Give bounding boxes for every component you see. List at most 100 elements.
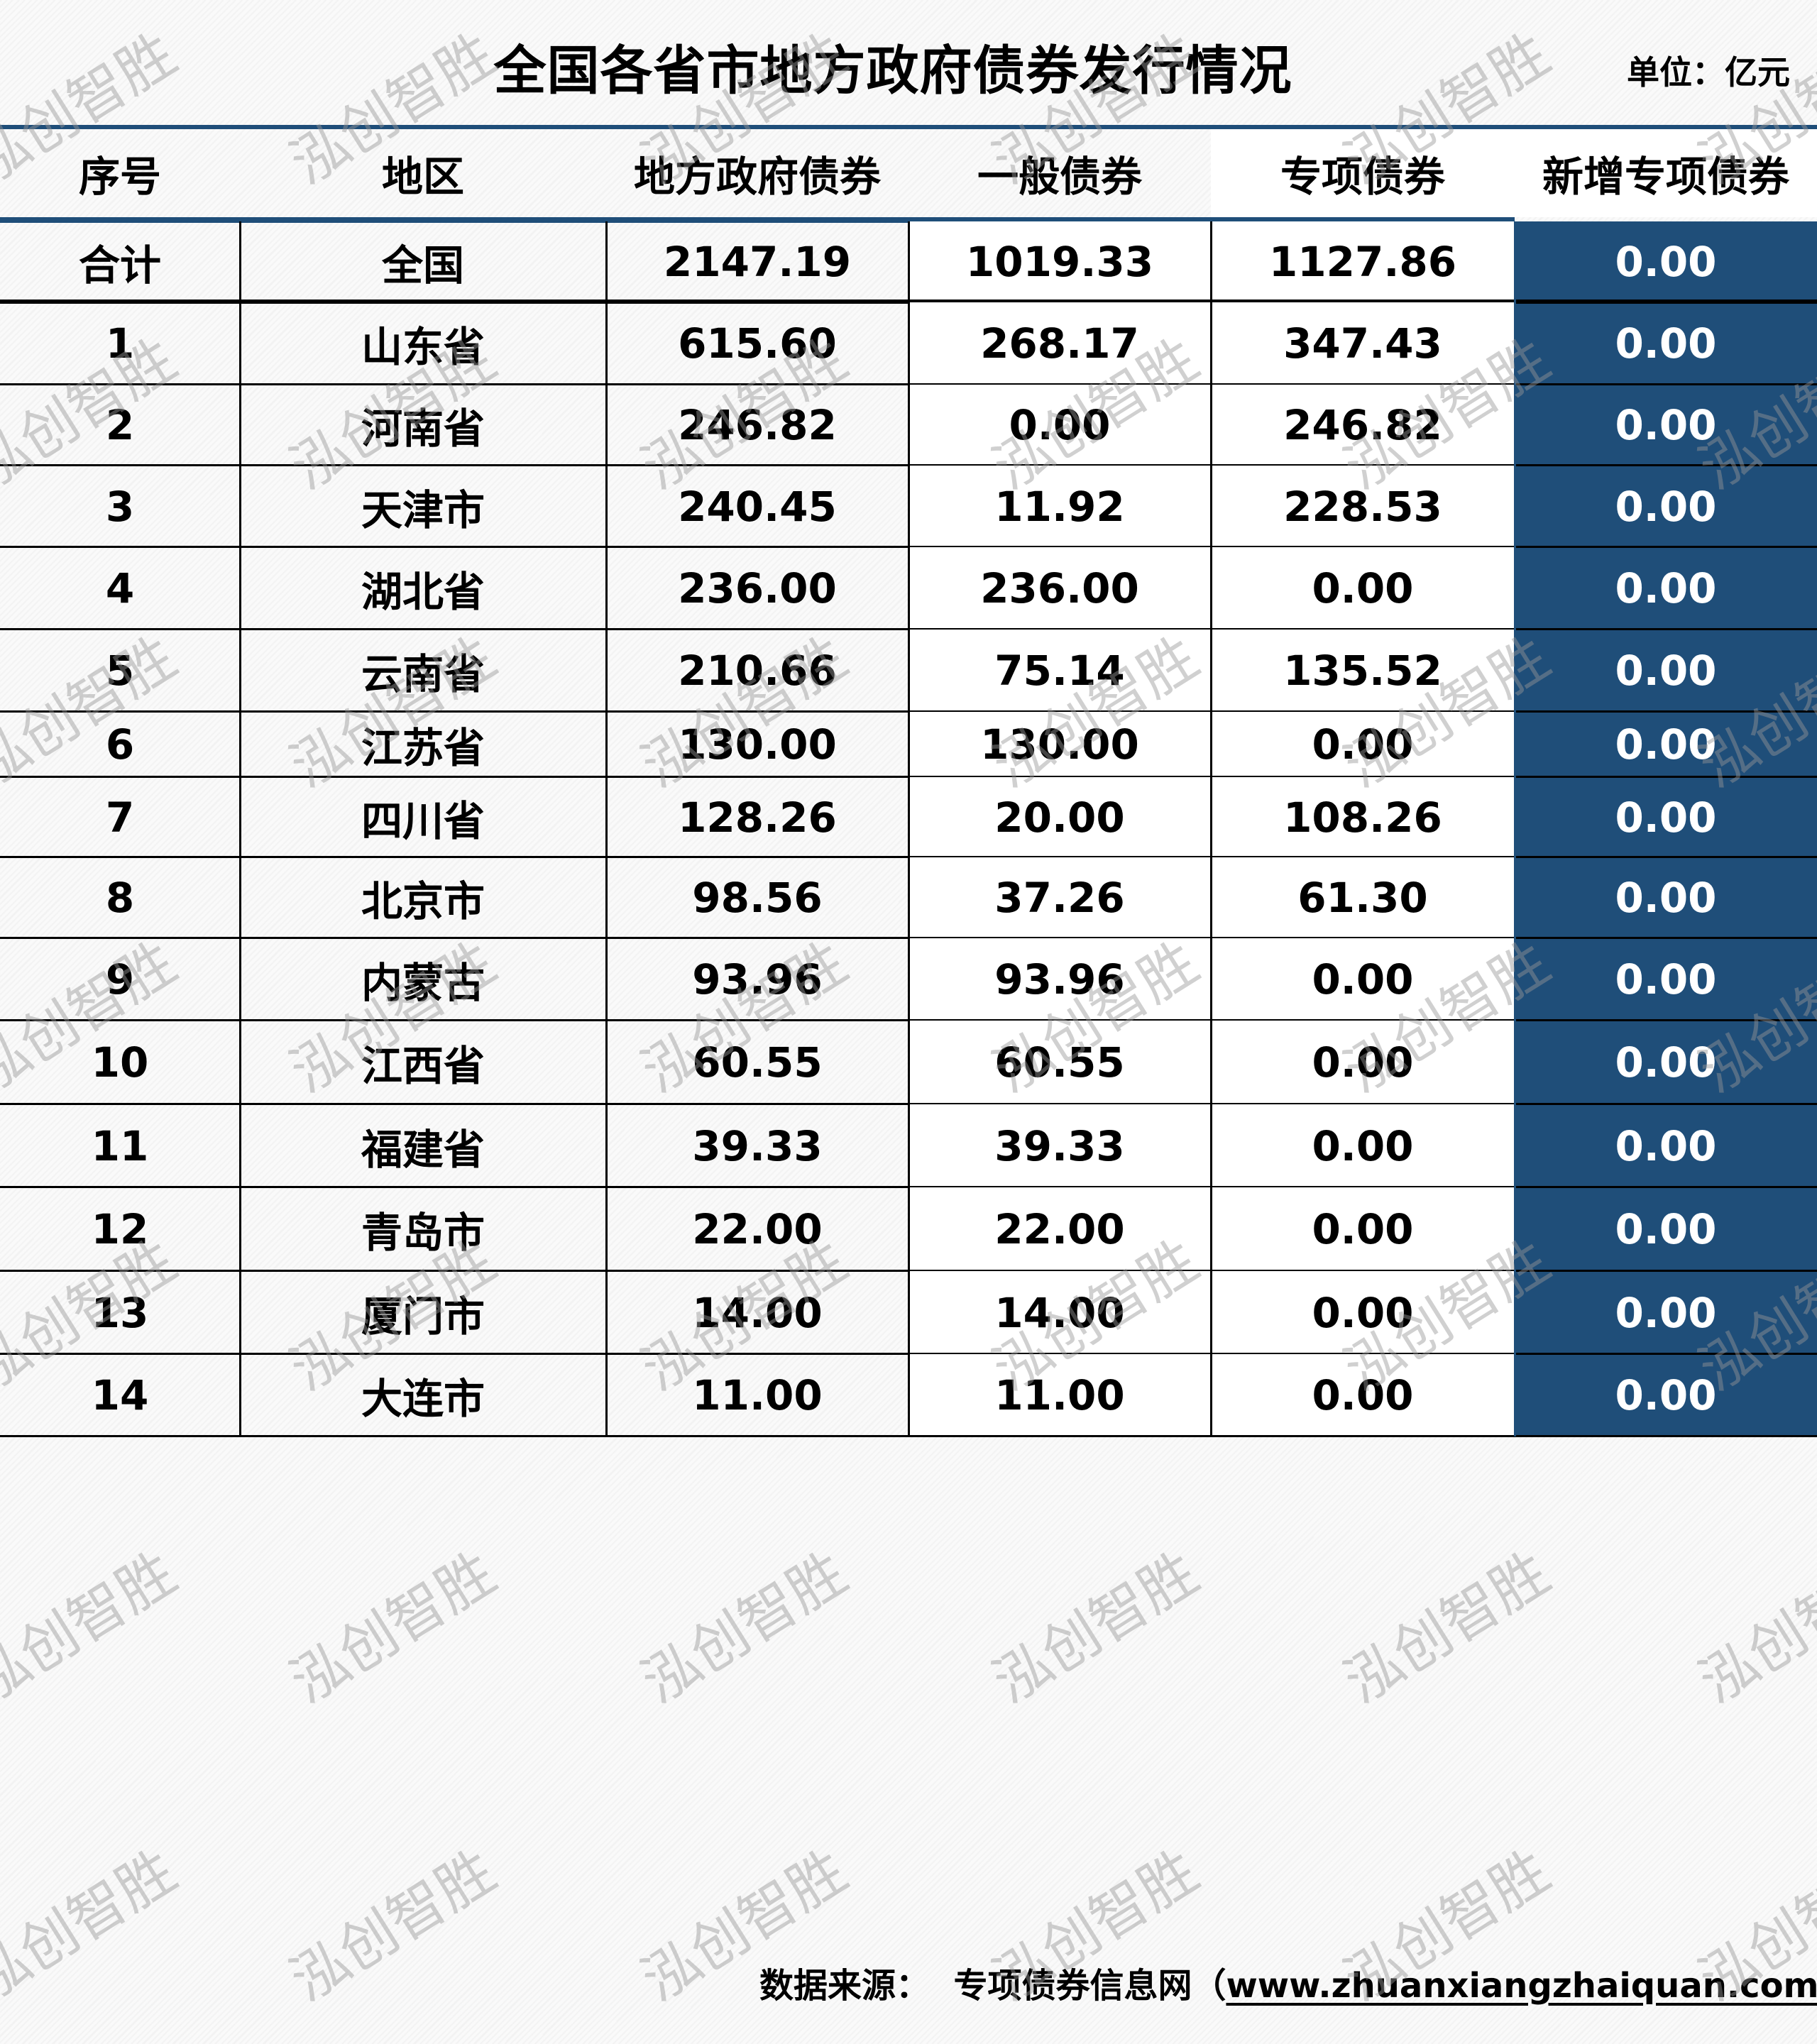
watermark-text: 泓创智胜: [1333, 1539, 1561, 1716]
row-region-cell: 福建省: [361, 1125, 485, 1174]
row-special-bonds-cell: 0.00: [1211, 1187, 1515, 1271]
row-new-special-bonds-cell: 0.00: [1615, 401, 1717, 449]
column-divider: [605, 221, 608, 1436]
header-top-rule: [0, 125, 1817, 129]
row-region-cell: 大连市: [361, 1375, 485, 1423]
row-local-gov-bonds-cell: 22.00: [692, 1205, 823, 1253]
row-local-gov-bonds-cell: 240.45: [678, 482, 837, 531]
row-local-gov-bonds-cell: 60.55: [692, 1038, 823, 1087]
row-index-cell: 12: [91, 1205, 149, 1253]
row-special-bonds-cell: 0.00: [1211, 1354, 1515, 1436]
watermark-text: 泓创智胜: [0, 1837, 187, 2014]
watermark-text: 泓创智胜: [1688, 1539, 1817, 1716]
watermark-text: 泓创智胜: [279, 1837, 507, 2014]
row-special-bonds-cell: 0.00: [1211, 1021, 1515, 1104]
row-index-cell: 2: [105, 401, 135, 449]
row-new-special-bonds-cell: 0.00: [1615, 1371, 1717, 1419]
row-index-cell: 6: [105, 720, 135, 769]
column-header-general-bonds: 一般债券: [977, 153, 1142, 201]
row-index-cell: 13: [91, 1288, 149, 1337]
row-index-cell: 1: [105, 319, 135, 368]
total-index-cell: 合计: [78, 241, 161, 290]
row-special-bonds-cell: 0.00: [1211, 938, 1515, 1021]
row-index-cell: 9: [105, 955, 135, 1004]
row-local-gov-bonds-cell: 11.00: [692, 1371, 823, 1419]
row-index-cell: 10: [91, 1038, 149, 1087]
row-general-bonds-cell: 11.92: [908, 466, 1211, 547]
row-index-cell: 8: [105, 874, 135, 922]
row-general-bonds-cell: 236.00: [908, 547, 1211, 630]
data-source: 数据来源： 专项债券信息网（www.zhuanxiangzhaiquan.com…: [759, 1957, 1817, 2007]
row-general-bonds-cell: 11.00: [908, 1354, 1211, 1436]
row-local-gov-bonds-cell: 615.60: [678, 319, 837, 368]
watermark-text: 泓创智胜: [0, 1539, 187, 1716]
page-title: 全国各省市地方政府债券发行情况: [493, 40, 1292, 101]
header-bottom-rule: [0, 217, 1515, 223]
column-divider: [908, 221, 910, 1436]
row-index-cell: 11: [91, 1121, 149, 1170]
source-label: 数据来源：: [759, 1966, 931, 2006]
row-region-cell: 四川省: [361, 796, 485, 845]
row-region-cell: 内蒙古: [361, 959, 485, 1007]
row-new-special-bonds-cell: 0.00: [1615, 564, 1717, 612]
row-special-bonds-cell: 61.30: [1211, 857, 1515, 938]
source-name: 专项债券信息网（: [953, 1966, 1226, 2006]
row-local-gov-bonds-cell: 130.00: [678, 720, 837, 769]
row-local-gov-bonds-cell: 246.82: [678, 401, 837, 449]
row-special-bonds-cell: 0.00: [1211, 1104, 1515, 1187]
column-header-new-special-bonds: 新增专项债券: [1515, 129, 1817, 217]
row-general-bonds-cell: 268.17: [908, 302, 1211, 385]
column-divider: [1514, 221, 1516, 1436]
column-divider: [1210, 221, 1212, 1436]
watermark-text: 泓创智胜: [279, 1539, 507, 1716]
row-new-special-bonds-cell: 0.00: [1615, 720, 1717, 769]
row-special-bonds-cell: 108.26: [1211, 777, 1515, 857]
row-new-special-bonds-cell: 0.00: [1615, 1121, 1717, 1170]
row-special-bonds-cell: 0.00: [1211, 547, 1515, 630]
row-region-cell: 江西省: [361, 1042, 485, 1090]
row-general-bonds-cell: 93.96: [908, 938, 1211, 1021]
row-new-special-bonds-cell: 0.00: [1615, 874, 1717, 922]
unit-label: 单位：亿元: [1627, 53, 1790, 92]
row-general-bonds-cell: 22.00: [908, 1187, 1211, 1271]
row-region-cell: 云南省: [361, 650, 485, 698]
row-general-bonds-cell: 60.55: [908, 1021, 1211, 1104]
row-new-special-bonds-cell: 0.00: [1615, 319, 1717, 368]
row-special-bonds-cell: 0.00: [1211, 1271, 1515, 1354]
row-index-cell: 5: [105, 647, 135, 695]
row-new-special-bonds-cell: 0.00: [1615, 647, 1717, 695]
row-region-cell: 北京市: [361, 877, 485, 925]
row-local-gov-bonds-cell: 98.56: [692, 874, 823, 922]
column-header-local-gov-bonds: 地方政府债券: [633, 153, 881, 201]
row-new-special-bonds-cell: 0.00: [1615, 793, 1717, 842]
row-region-cell: 河南省: [361, 405, 485, 453]
row-index-cell: 4: [105, 564, 135, 612]
row-general-bonds-cell: 130.00: [908, 712, 1211, 777]
total-region-cell: 全国: [381, 241, 464, 290]
column-divider: [239, 221, 241, 1436]
highlight-column-bg: [1515, 221, 1817, 1436]
row-new-special-bonds-cell: 0.00: [1615, 955, 1717, 1004]
row-region-cell: 山东省: [361, 323, 485, 371]
row-special-bonds-cell: 135.52: [1211, 630, 1515, 712]
row-local-gov-bonds-cell: 39.33: [692, 1121, 823, 1170]
row-new-special-bonds-cell: 0.00: [1615, 1288, 1717, 1337]
source-url-link[interactable]: www.zhuanxiangzhaiquan.com: [1226, 1966, 1817, 2006]
row-region-cell: 厦门市: [361, 1292, 485, 1341]
row-region-cell: 天津市: [361, 485, 485, 534]
row-general-bonds-cell: 37.26: [908, 857, 1211, 938]
watermark-text: 泓创智胜: [982, 1539, 1209, 1716]
row-local-gov-bonds-cell: 93.96: [692, 955, 823, 1004]
column-header-region: 地区: [381, 153, 464, 201]
row-region-cell: 江苏省: [361, 724, 485, 772]
row-region-cell: 青岛市: [361, 1209, 485, 1257]
watermark-text: 泓创智胜: [630, 1539, 858, 1716]
row-special-bonds-cell: 228.53: [1211, 466, 1515, 547]
row-general-bonds-cell: 14.00: [908, 1271, 1211, 1354]
row-new-special-bonds-cell: 0.00: [1615, 1205, 1717, 1253]
column-header-index: 序号: [78, 153, 161, 201]
row-new-special-bonds-cell: 0.00: [1615, 482, 1717, 531]
total-local-gov-bonds-cell: 2147.19: [663, 238, 852, 286]
total-general-bonds-cell: 1019.33: [908, 221, 1211, 302]
row-index-cell: 7: [105, 793, 135, 842]
